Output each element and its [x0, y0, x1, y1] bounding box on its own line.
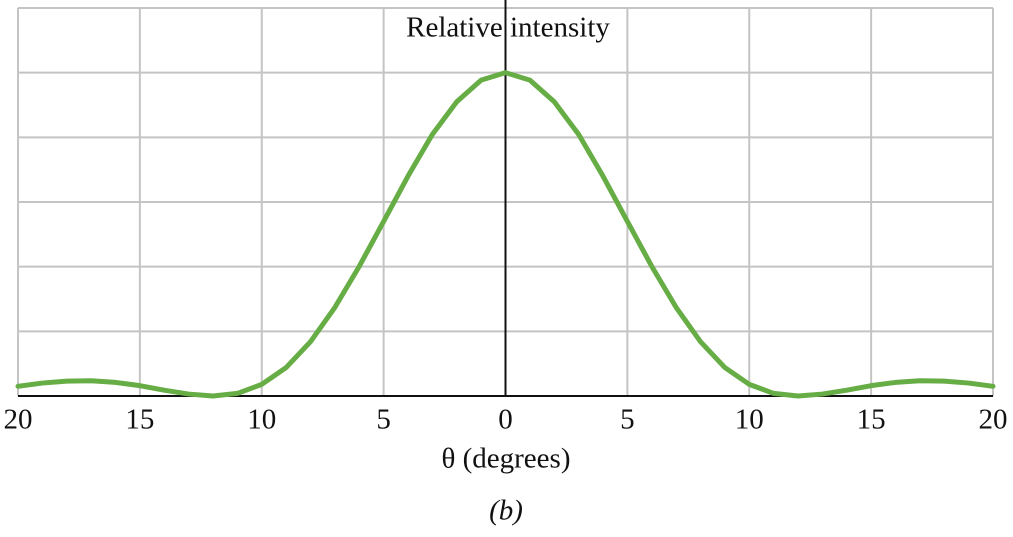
intensity-curve — [15, 70, 996, 399]
x-tick-label: 5 — [376, 404, 391, 436]
x-tick-label: 20 — [979, 404, 1008, 436]
x-tick-label: 10 — [247, 404, 276, 436]
chart-title: Relative intensity — [406, 12, 610, 44]
x-tick-label: 15 — [857, 404, 886, 436]
x-tick-label: 5 — [620, 404, 635, 436]
x-tick-label: 15 — [125, 404, 154, 436]
x-axis-label: θ (degrees) — [441, 443, 570, 475]
x-tick-label: 20 — [4, 404, 33, 436]
x-tick-label: 10 — [735, 404, 764, 436]
x-tick-label: 0 — [498, 404, 513, 436]
marks — [15, 70, 996, 399]
caption: (b) — [489, 495, 523, 527]
axes: 20 15 10 5 0 5 10 15 20 — [4, 0, 1008, 436]
